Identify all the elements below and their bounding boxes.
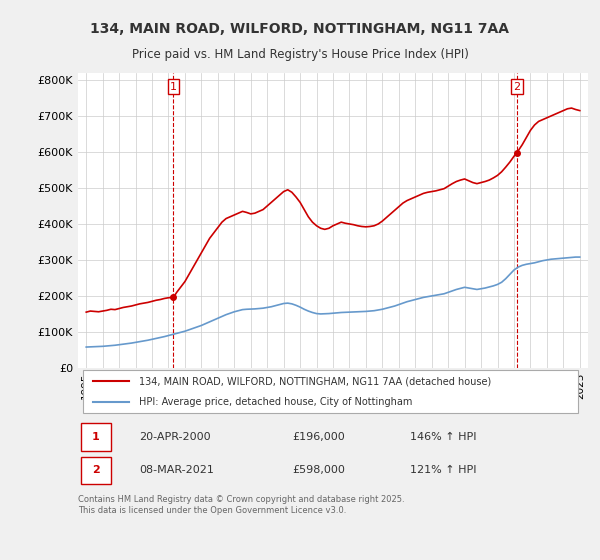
FancyBboxPatch shape [80, 423, 111, 451]
Text: HPI: Average price, detached house, City of Nottingham: HPI: Average price, detached house, City… [139, 397, 413, 407]
FancyBboxPatch shape [80, 456, 111, 484]
Text: 20-APR-2000: 20-APR-2000 [139, 432, 211, 442]
Text: 146% ↑ HPI: 146% ↑ HPI [409, 432, 476, 442]
Text: 134, MAIN ROAD, WILFORD, NOTTINGHAM, NG11 7AA (detached house): 134, MAIN ROAD, WILFORD, NOTTINGHAM, NG1… [139, 376, 491, 386]
Text: 1: 1 [92, 432, 100, 442]
Text: £196,000: £196,000 [292, 432, 345, 442]
Text: 134, MAIN ROAD, WILFORD, NOTTINGHAM, NG11 7AA: 134, MAIN ROAD, WILFORD, NOTTINGHAM, NG1… [91, 22, 509, 36]
Text: 1: 1 [170, 82, 177, 92]
Text: Price paid vs. HM Land Registry's House Price Index (HPI): Price paid vs. HM Land Registry's House … [131, 48, 469, 60]
FancyBboxPatch shape [83, 370, 578, 413]
Text: 2: 2 [92, 465, 100, 475]
Text: 08-MAR-2021: 08-MAR-2021 [139, 465, 214, 475]
Text: Contains HM Land Registry data © Crown copyright and database right 2025.
This d: Contains HM Land Registry data © Crown c… [78, 494, 404, 515]
Text: 2: 2 [514, 82, 520, 92]
Text: 121% ↑ HPI: 121% ↑ HPI [409, 465, 476, 475]
Text: £598,000: £598,000 [292, 465, 345, 475]
